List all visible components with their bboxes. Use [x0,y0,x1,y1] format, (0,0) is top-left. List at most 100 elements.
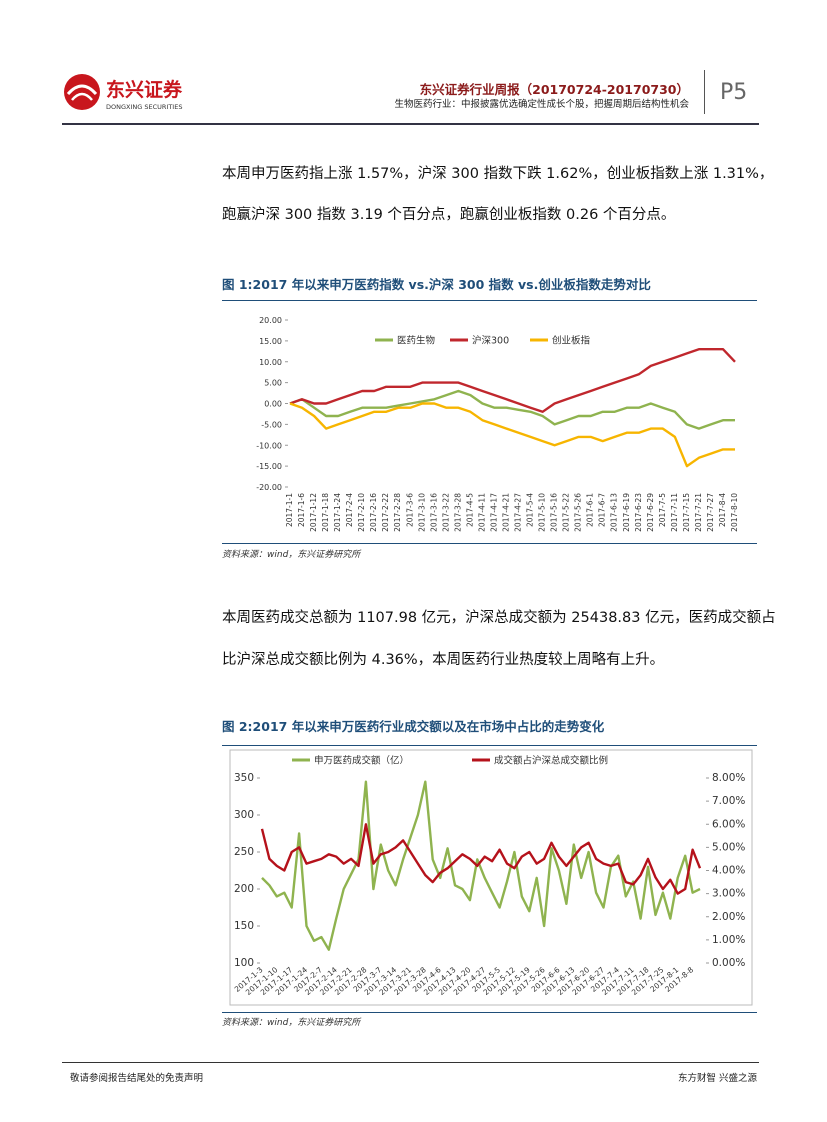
x-tick-label: 2017-8-4 [718,493,727,527]
x-tick-label: 2017-2-16 [369,493,378,532]
y-tick-label: 7.00% [712,795,745,807]
x-tick-label: 2017-7-27 [706,493,715,532]
legend-label: 沪深300 [472,335,509,347]
legend-label: 医药生物 [397,335,436,347]
x-tick-label: 2017-5-22 [562,493,571,532]
series-line [261,780,701,951]
y-tick-label: 8.00% [712,772,745,784]
report-subtitle: 生物医药行业：中报披露优选确定性成长个股，把握周期后结构性机会 [394,99,689,110]
chart-frame [229,749,753,1006]
footer-rule [62,1062,759,1063]
figure-rule [222,543,757,544]
legend-label: 成交额占沪深总成交额比例 [494,755,608,767]
legend-label: 申万医药成交额（亿） [314,755,409,767]
x-tick-label: 2017-2-22 [381,493,390,532]
x-tick-label: 2017-1-18 [321,493,330,532]
logo: 东兴证券 DONGXING SECURITIES [64,74,183,111]
x-tick-label: 2017-2-10 [357,493,366,532]
legend-label: 创业板指 [552,335,591,347]
x-tick-label: 2017-6-29 [646,493,655,532]
x-tick-label: 2017-4-5 [465,493,474,527]
series-line [289,348,736,413]
y-tick-label: 5.00% [712,841,745,853]
x-tick-label: 2017-3-22 [441,493,450,532]
x-tick-label: 2017-1-12 [309,493,318,532]
logo-emblem [64,74,100,110]
y-tick-label: 6.00% [712,818,745,830]
y-tick-label: 20.00 [259,316,282,325]
series-line [289,389,735,430]
paragraph-line: 跑赢沪深 300 指数 3.19 个百分点，跑赢创业板指数 0.26 个百分点。 [222,207,676,223]
x-tick-label: 2017-6-1 [586,493,595,527]
x-tick-label: 2017-5-26 [574,493,583,532]
y-tick-label: 5.00 [264,379,282,388]
y-tick-label: 1.00% [712,934,745,946]
y-tick-label: 4.00% [712,865,745,877]
y-tick-label: 100 [234,957,254,969]
y-tick-label: 150 [234,920,254,932]
x-tick-label: 2017-7-21 [694,493,703,532]
chart: -20.00 -15.00 -10.00 -5.00 0.00 5.00 10.00 15.0… [256,316,739,532]
figure-title: 图 1:2017 年以来申万医药指数 vs.沪深 300 指数 vs.创业板指数… [222,277,651,292]
x-tick-label: 2017-3-6 [405,493,414,527]
x-tick-label: 2017-3-28 [453,493,462,532]
y-tick-label: 3.00% [712,888,745,900]
x-tick-label: 2017-6-23 [634,493,643,532]
y-tick-label: 2.00% [712,911,745,923]
x-tick-label: 2017-7-11 [670,493,679,532]
logo-arc [71,92,93,101]
paragraph-line: 本周申万医药指上涨 1.57%，沪深 300 指数下跌 1.62%，创业板指数上… [222,166,774,182]
logo-arc [66,84,98,96]
x-tick-label: 2017-7-5 [658,493,667,527]
x-tick-label: 2017-6-13 [610,493,619,532]
x-tick-label: 2017-1-1 [285,493,294,527]
y-tick-label: 0.00 [264,400,282,409]
x-tick-label: 2017-4-27 [514,493,523,532]
source: 资料来源：wind，东兴证券研究所 [222,1018,361,1028]
series-line [260,823,702,895]
paragraph-line: 比沪深总成交额比例为 4.36%，本周医药行业热度较上周略有上升。 [222,652,665,668]
x-tick-label: 2017-6-19 [622,493,631,532]
x-tick-label: 2017-5-16 [550,493,559,532]
chart: 100 150 200 250 300 350 0.00% 1.00% 2.00% 3.00% 4.… [229,749,753,1006]
y-tick-label: -10.00 [256,441,282,450]
x-tick-label: 2017-1-6 [297,493,306,527]
x-tick-label: 2017-5-4 [526,493,535,527]
x-tick-label: 2017-2-4 [345,493,354,527]
source: 资料来源：wind，东兴证券研究所 [222,550,361,560]
y-tick-label: 15.00 [259,337,282,346]
logo-text: 东兴证券 [106,78,183,101]
x-tick-label: 2017-4-17 [489,493,498,532]
paragraph-line: 本周医药成交总额为 1107.98 亿元，沪深总成交额为 25438.83 亿元… [222,610,776,626]
x-tick-label: 2017-6-7 [598,493,607,527]
x-tick-label: 2017-3-16 [429,493,438,532]
footer-left: 敬请参阅报告结尾处的免责声明 [70,1073,204,1084]
x-tick-label: 2017-7-15 [682,493,691,532]
page-number: P5 [720,80,748,105]
y-tick-label: -20.00 [256,483,282,492]
y-tick-label: 250 [234,846,254,858]
figure-rule [222,1012,757,1013]
y-tick-label: 200 [234,883,254,895]
series-line [289,402,735,468]
y-tick-label: -15.00 [256,462,282,471]
x-tick-label: 2017-5-10 [538,493,547,532]
x-tick-label: 2017-4-21 [501,493,510,532]
x-tick-label: 2017-3-10 [417,493,426,532]
figure-rule [222,300,757,301]
y-tick-label: 10.00 [259,358,282,367]
figure-title: 图 2:2017 年以来申万医药行业成交额以及在市场中占比的走势变化 [222,719,605,734]
x-tick-label: 2017-1-24 [333,493,342,532]
y-tick-label: 350 [234,772,254,784]
y-tick-label: -5.00 [261,420,282,429]
x-tick-label: 2017-2-28 [393,493,402,532]
header-rule [62,123,759,125]
figure-rule [222,745,757,746]
logo-sub: DONGXING SECURITIES [106,103,182,111]
y-tick-label: 300 [234,809,254,821]
header-divider [704,70,705,114]
x-tick-label: 2017-4-11 [477,493,486,532]
report-title: 东兴证券行业周报（20170724-20170730） [419,82,689,97]
footer-right: 东方财智 兴盛之源 [677,1073,757,1084]
